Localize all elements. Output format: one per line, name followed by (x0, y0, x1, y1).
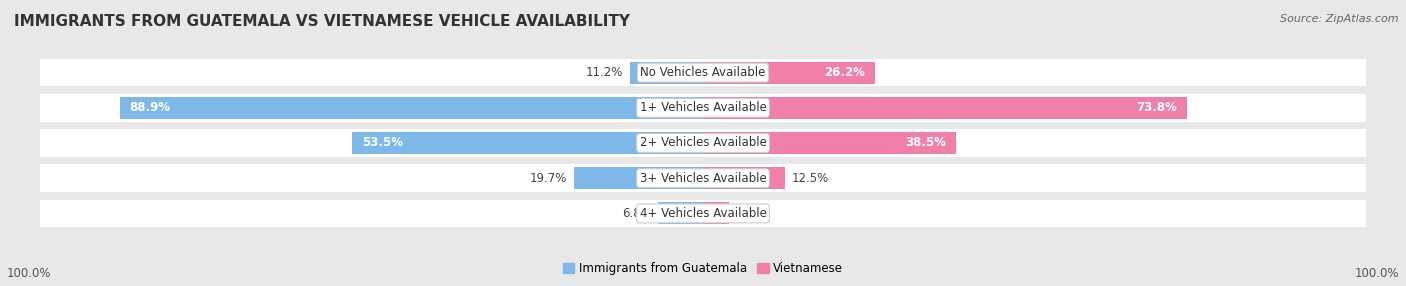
Bar (41, 94, 1365, 122)
Bar (703, 167, 785, 189)
Bar (658, 202, 703, 224)
Bar (703, 202, 728, 224)
Bar (703, 62, 875, 84)
Bar (574, 167, 703, 189)
Bar (352, 132, 703, 154)
Bar (14, 197, 1392, 230)
Bar (14, 127, 1392, 159)
Bar (41, 164, 1365, 192)
Text: 73.8%: 73.8% (1136, 101, 1177, 114)
Text: 53.5%: 53.5% (361, 136, 402, 150)
Text: IMMIGRANTS FROM GUATEMALA VS VIETNAMESE VEHICLE AVAILABILITY: IMMIGRANTS FROM GUATEMALA VS VIETNAMESE … (14, 14, 630, 29)
Text: 3+ Vehicles Available: 3+ Vehicles Available (640, 172, 766, 185)
Bar (120, 97, 703, 119)
Bar (14, 162, 1392, 194)
Legend: Immigrants from Guatemala, Vietnamese: Immigrants from Guatemala, Vietnamese (558, 258, 848, 280)
Bar (14, 56, 1392, 89)
Text: 1+ Vehicles Available: 1+ Vehicles Available (640, 101, 766, 114)
Text: 6.8%: 6.8% (621, 207, 652, 220)
Bar (41, 200, 1365, 227)
Bar (703, 97, 1187, 119)
Bar (14, 92, 1392, 124)
Text: 2+ Vehicles Available: 2+ Vehicles Available (640, 136, 766, 150)
Text: No Vehicles Available: No Vehicles Available (640, 66, 766, 79)
Text: 19.7%: 19.7% (530, 172, 567, 185)
Bar (41, 129, 1365, 157)
Bar (703, 132, 956, 154)
Text: 11.2%: 11.2% (585, 66, 623, 79)
Bar (630, 62, 703, 84)
Text: 100.0%: 100.0% (7, 267, 52, 280)
Text: 38.5%: 38.5% (905, 136, 946, 150)
Text: 88.9%: 88.9% (129, 101, 170, 114)
Text: 26.2%: 26.2% (824, 66, 865, 79)
Text: 4+ Vehicles Available: 4+ Vehicles Available (640, 207, 766, 220)
Text: 12.5%: 12.5% (792, 172, 828, 185)
Text: 100.0%: 100.0% (1354, 267, 1399, 280)
Bar (41, 59, 1365, 86)
Text: Source: ZipAtlas.com: Source: ZipAtlas.com (1281, 14, 1399, 24)
Text: 3.9%: 3.9% (735, 207, 765, 220)
